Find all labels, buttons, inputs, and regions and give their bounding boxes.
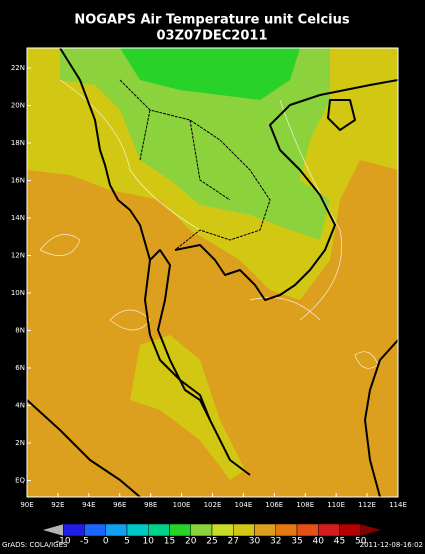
colorbar-label: 15 [164, 537, 175, 547]
colorbar-swatch [63, 523, 85, 537]
colorbar-swatch [148, 523, 170, 537]
lon-label: 102E [204, 501, 222, 509]
field-mild [130, 335, 245, 480]
colorbar-label: -10 [56, 537, 71, 547]
field-cold [120, 48, 300, 100]
lon-label: 108E [296, 501, 314, 509]
colorbar-swatch [105, 523, 128, 537]
lon-label: 90E [20, 501, 33, 509]
lat-label: 22N [11, 64, 25, 72]
lat-label: 12N [11, 252, 25, 260]
map [27, 48, 398, 497]
title-line: 03Z07DEC2011 [156, 29, 267, 44]
colorbar-swatch [41, 523, 64, 537]
colorbar-swatch [233, 523, 255, 537]
colorbar-swatch [296, 523, 319, 537]
colorbar-swatch [126, 523, 149, 537]
lat-label: 20N [11, 102, 25, 110]
colorbar-swatch [360, 523, 383, 537]
lon-label: 94E [82, 501, 95, 509]
colorbar-label: 45 [334, 537, 345, 547]
lon-label: 92E [51, 501, 64, 509]
colorbar-label: 35 [291, 537, 302, 547]
lat-label: 4N [15, 402, 25, 410]
colorbar-swatch [84, 523, 106, 537]
title-line: NOGAPS Air Temperature unit Celcius [74, 13, 350, 28]
lon-label: 110E [327, 501, 345, 509]
colorbar-swatch [254, 523, 276, 537]
colorbar-swatch [318, 523, 340, 537]
footer-right: 2011-12-08-16:02 [360, 541, 423, 549]
lat-label: 10N [11, 289, 25, 297]
lon-label: 96E [113, 501, 126, 509]
lat-label: 14N [11, 214, 25, 222]
lat-label: 8N [15, 327, 25, 335]
lat-label: 16N [11, 177, 25, 185]
colorbar-label: 0 [103, 537, 109, 547]
colorbar-label: 32 [270, 537, 281, 547]
colorbar-label: 40 [313, 537, 325, 547]
colorbar-label: 5 [124, 537, 130, 547]
colorbar-label: 10 [143, 537, 155, 547]
lat-label: 6N [15, 364, 25, 372]
colorbar-swatch [169, 523, 191, 537]
lat-label: 18N [11, 139, 25, 147]
lon-label: 98E [144, 501, 157, 509]
lon-label: 106E [265, 501, 283, 509]
colorbar-swatch [275, 523, 298, 537]
colorbar-swatch [211, 523, 234, 537]
colorbar-swatch [190, 523, 213, 537]
lon-label: 104E [235, 501, 253, 509]
colorbar-label: 25 [206, 537, 217, 547]
colorbar-label: -5 [80, 537, 89, 547]
colorbar-label: 20 [185, 537, 197, 547]
lon-label: 114E [389, 501, 407, 509]
lon-label: 100E [173, 501, 191, 509]
colorbar-label: 27 [228, 537, 239, 547]
colorbar-swatch [339, 523, 361, 537]
colorbar-label: 30 [249, 537, 261, 547]
footer-left: GrADS: COLA/IGES [2, 541, 68, 549]
lat-label: 2N [15, 439, 25, 447]
lat-label: EQ [15, 477, 25, 485]
colorbar-label: 50 [355, 537, 367, 547]
lon-label: 112E [358, 501, 376, 509]
